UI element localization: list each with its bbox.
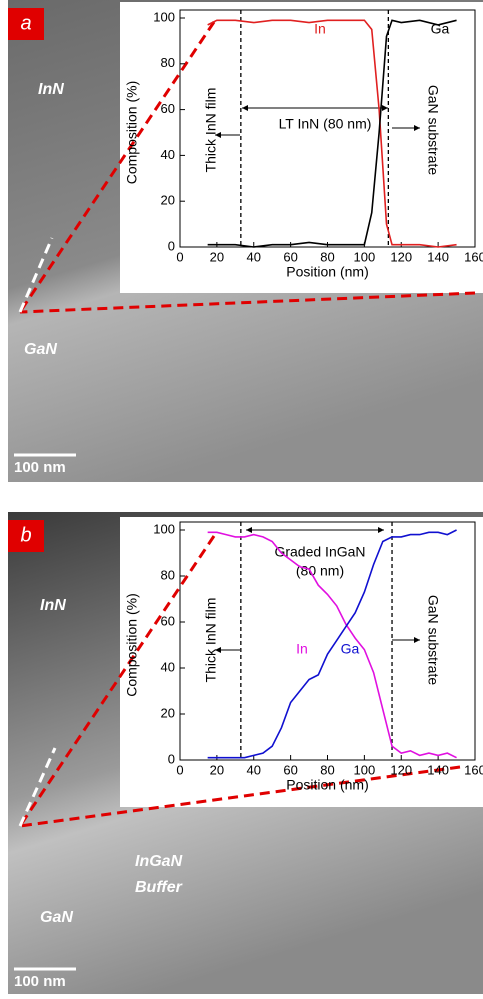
y-tick-label: 100: [153, 9, 175, 24]
page: InN GaN 100 nm a 0 20 40 60 80 100 120 140 160 0 20 40 6…: [0, 0, 483, 994]
image-label: InN: [38, 81, 64, 98]
x-tick-label: 100: [354, 249, 376, 264]
x-axis-label: Position (nm): [286, 777, 368, 793]
annotation: GaN substrate: [425, 85, 441, 175]
annotation: Thick InN film: [203, 598, 219, 683]
x-tick-label: 120: [390, 762, 412, 777]
x-tick-label: 20: [210, 249, 224, 264]
y-tick-label: 40: [161, 659, 175, 674]
x-tick-label: 100: [354, 762, 376, 777]
x-tick-label: 160: [464, 249, 483, 264]
y-tick-label: 60: [161, 613, 175, 628]
y-axis-label: Composition (%): [124, 593, 140, 696]
x-tick-label: 160: [464, 762, 483, 777]
x-tick-label: 60: [283, 249, 297, 264]
scale-bar-label: 100 nm: [14, 459, 66, 476]
y-tick-label: 20: [161, 193, 175, 208]
x-axis-label: Position (nm): [286, 264, 368, 280]
y-tick-label: 80: [161, 55, 175, 70]
panel-label: a: [20, 12, 31, 34]
y-tick-label: 60: [161, 101, 175, 116]
y-tick-label: 40: [161, 147, 175, 162]
y-tick-label: 100: [153, 521, 175, 536]
x-tick-label: 120: [390, 249, 412, 264]
legend-label: Ga: [431, 21, 450, 37]
y-tick-label: 20: [161, 705, 175, 720]
panel-label: b: [20, 524, 31, 546]
figure: InN GaN 100 nm a 0 20 40 60 80 100 120 140 160 0 20 40 6…: [0, 0, 483, 994]
x-tick-label: 140: [427, 249, 449, 264]
y-tick-label: 0: [168, 238, 175, 253]
legend-label: In: [314, 21, 326, 37]
annotation: GaN substrate: [425, 595, 441, 685]
x-tick-label: 20: [210, 762, 224, 777]
x-tick-label: 60: [283, 762, 297, 777]
x-tick-label: 80: [320, 762, 334, 777]
image-label: GaN: [24, 341, 57, 358]
image-label: GaN: [40, 909, 73, 926]
annotation: LT InN (80 nm): [279, 116, 372, 132]
x-tick-label: 40: [247, 249, 261, 264]
image-label: InN: [40, 597, 66, 614]
y-tick-label: 80: [161, 567, 175, 582]
x-tick-label: 140: [427, 762, 449, 777]
annotation: (80 nm): [296, 563, 344, 579]
x-tick-label: 80: [320, 249, 334, 264]
x-tick-label: 40: [247, 762, 261, 777]
scale-bar-label: 100 nm: [14, 973, 66, 990]
x-tick-label: 0: [176, 249, 183, 264]
annotation: Thick InN film: [203, 88, 219, 173]
legend-label: Ga: [341, 641, 360, 657]
legend-label: In: [296, 641, 308, 657]
image-label: Buffer: [135, 879, 183, 896]
y-axis-label: Composition (%): [124, 81, 140, 184]
x-tick-label: 0: [176, 762, 183, 777]
image-label: InGaN: [135, 853, 183, 870]
y-tick-label: 0: [168, 751, 175, 766]
